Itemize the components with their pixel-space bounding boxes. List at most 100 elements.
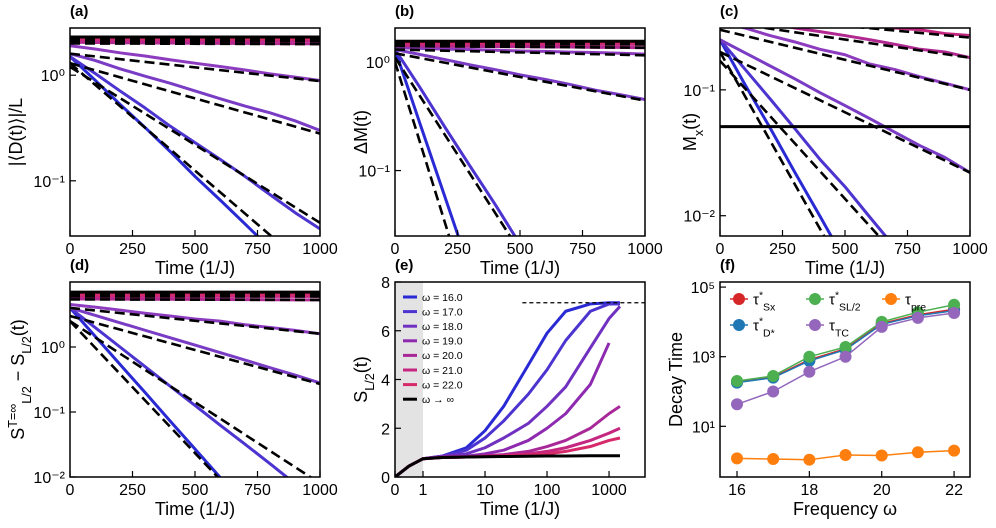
y-axis-label: ΔM(t) bbox=[351, 110, 371, 154]
marker bbox=[803, 365, 816, 378]
series-line bbox=[70, 306, 320, 385]
legend-label-part: τ bbox=[753, 291, 759, 308]
series-line bbox=[395, 46, 645, 56]
y-tick-label: 2 bbox=[381, 421, 390, 438]
fit-line bbox=[395, 48, 645, 57]
marker bbox=[948, 307, 961, 320]
x-tick-label: 20 bbox=[873, 482, 891, 499]
legend-label-part: TC bbox=[835, 327, 849, 339]
x-tick-label: 250 bbox=[119, 241, 146, 258]
x-tick-label: 250 bbox=[444, 241, 471, 258]
series-line bbox=[395, 48, 645, 102]
series-line bbox=[720, 39, 833, 236]
y-axis-label-part: T=∞ bbox=[6, 404, 20, 428]
marker bbox=[803, 453, 816, 466]
fit-line bbox=[720, 50, 970, 174]
fit-line bbox=[720, 8, 970, 22]
y-axis-label: ST=∞L/2 − SL/2(t) bbox=[6, 319, 34, 440]
y-tick-label: 10¹ bbox=[692, 419, 715, 436]
marker bbox=[767, 453, 780, 466]
y-tick-label: 10⁵ bbox=[691, 280, 715, 297]
x-tick-label: 250 bbox=[769, 241, 796, 258]
series-line bbox=[395, 48, 517, 236]
y-tick-label: 10³ bbox=[692, 350, 716, 367]
legend-label-part: * bbox=[835, 289, 839, 301]
y-axis-label: SL/2(t) bbox=[351, 356, 377, 403]
x-tick-label: 500 bbox=[507, 241, 534, 258]
y-axis-label-part: L/2 bbox=[20, 386, 34, 404]
panel-label: (a) bbox=[70, 3, 88, 20]
fit-line bbox=[70, 320, 313, 477]
x-tick-label: 250 bbox=[119, 482, 146, 499]
x-axis-label: Time (1/J) bbox=[480, 258, 560, 278]
y-tick-label: 10⁻² bbox=[683, 209, 715, 226]
y-axis-label-part: (t) bbox=[680, 113, 700, 130]
x-tick-label: 0 bbox=[391, 482, 400, 499]
fit-line bbox=[70, 52, 320, 83]
marker bbox=[948, 298, 961, 311]
x-tick-label: 0 bbox=[66, 482, 75, 499]
fit-line bbox=[70, 320, 220, 477]
x-tick-label: 1000 bbox=[591, 482, 627, 499]
fit-line bbox=[720, 28, 970, 92]
x-tick-label: 16 bbox=[728, 482, 746, 499]
panel-label: (e) bbox=[395, 257, 413, 274]
x-axis-label: Time (1/J) bbox=[155, 499, 235, 519]
x-tick-label: 750 bbox=[244, 482, 271, 499]
plot-frame bbox=[719, 281, 971, 478]
y-axis-label-part: − S bbox=[8, 354, 28, 387]
marker bbox=[731, 398, 744, 411]
y-axis-label-part: S bbox=[351, 391, 371, 403]
y-tick-label: 10⁻¹ bbox=[33, 174, 65, 191]
y-tick-label: 4 bbox=[381, 373, 390, 390]
y-tick-label: 8 bbox=[381, 275, 390, 292]
y-axis-label-part: M bbox=[680, 136, 700, 151]
legend-label: ω = 17.0 bbox=[422, 306, 463, 318]
x-tick-label: 500 bbox=[182, 482, 209, 499]
marker bbox=[948, 444, 961, 457]
marker bbox=[911, 311, 924, 324]
fit-line bbox=[395, 52, 645, 102]
x-tick-label: 18 bbox=[800, 482, 818, 499]
y-tick-label: 10⁰ bbox=[366, 55, 390, 72]
legend-label: ω = 20.0 bbox=[422, 350, 463, 362]
x-axis-label: Frequency ω bbox=[793, 499, 897, 519]
legend-label: ω = 19.0 bbox=[422, 336, 463, 348]
x-tick-label: 0 bbox=[66, 241, 75, 258]
x-tick-label: 750 bbox=[894, 241, 921, 258]
legend-label: τ*SL/2 bbox=[829, 289, 861, 313]
series-line bbox=[395, 454, 620, 477]
marker bbox=[839, 341, 852, 354]
x-tick-label: 10 bbox=[476, 482, 494, 499]
y-tick-label: 10⁻¹ bbox=[33, 405, 65, 422]
legend-label-part: τ bbox=[829, 291, 835, 308]
legend-label-part: D* bbox=[763, 327, 775, 339]
panel-label: (b) bbox=[395, 3, 414, 20]
fit-line bbox=[70, 61, 320, 135]
legend-label-part: τ bbox=[905, 291, 911, 308]
legend-label-part: pre bbox=[911, 301, 926, 313]
legend-label: ω = 16.0 bbox=[422, 292, 463, 304]
marker bbox=[875, 320, 888, 333]
y-tick-label: 10⁻¹ bbox=[683, 83, 715, 100]
series-line bbox=[720, 38, 888, 236]
panel-label: (d) bbox=[70, 257, 89, 274]
y-tick-label: 10⁻¹ bbox=[358, 164, 390, 181]
fit-line bbox=[70, 65, 320, 224]
legend-label-part: * bbox=[759, 315, 763, 327]
x-tick-label: 1000 bbox=[302, 482, 338, 499]
x-tick-label: 1000 bbox=[952, 241, 988, 258]
legend-label-part: * bbox=[759, 289, 763, 301]
fit-line bbox=[720, 59, 881, 236]
legend-label-part: SL/2 bbox=[839, 301, 861, 313]
y-tick-label: 6 bbox=[381, 324, 390, 341]
x-tick-label: 0 bbox=[391, 241, 400, 258]
legend-label-part: τ bbox=[829, 317, 835, 334]
y-axis-label: |⟨D(t)⟩|/L bbox=[6, 98, 26, 166]
series-line bbox=[720, 6, 970, 19]
x-tick-label: 750 bbox=[244, 241, 271, 258]
x-tick-label: 100 bbox=[534, 482, 561, 499]
legend-label: ω = 22.0 bbox=[422, 379, 463, 391]
y-tick-label: 10⁰ bbox=[41, 340, 65, 357]
